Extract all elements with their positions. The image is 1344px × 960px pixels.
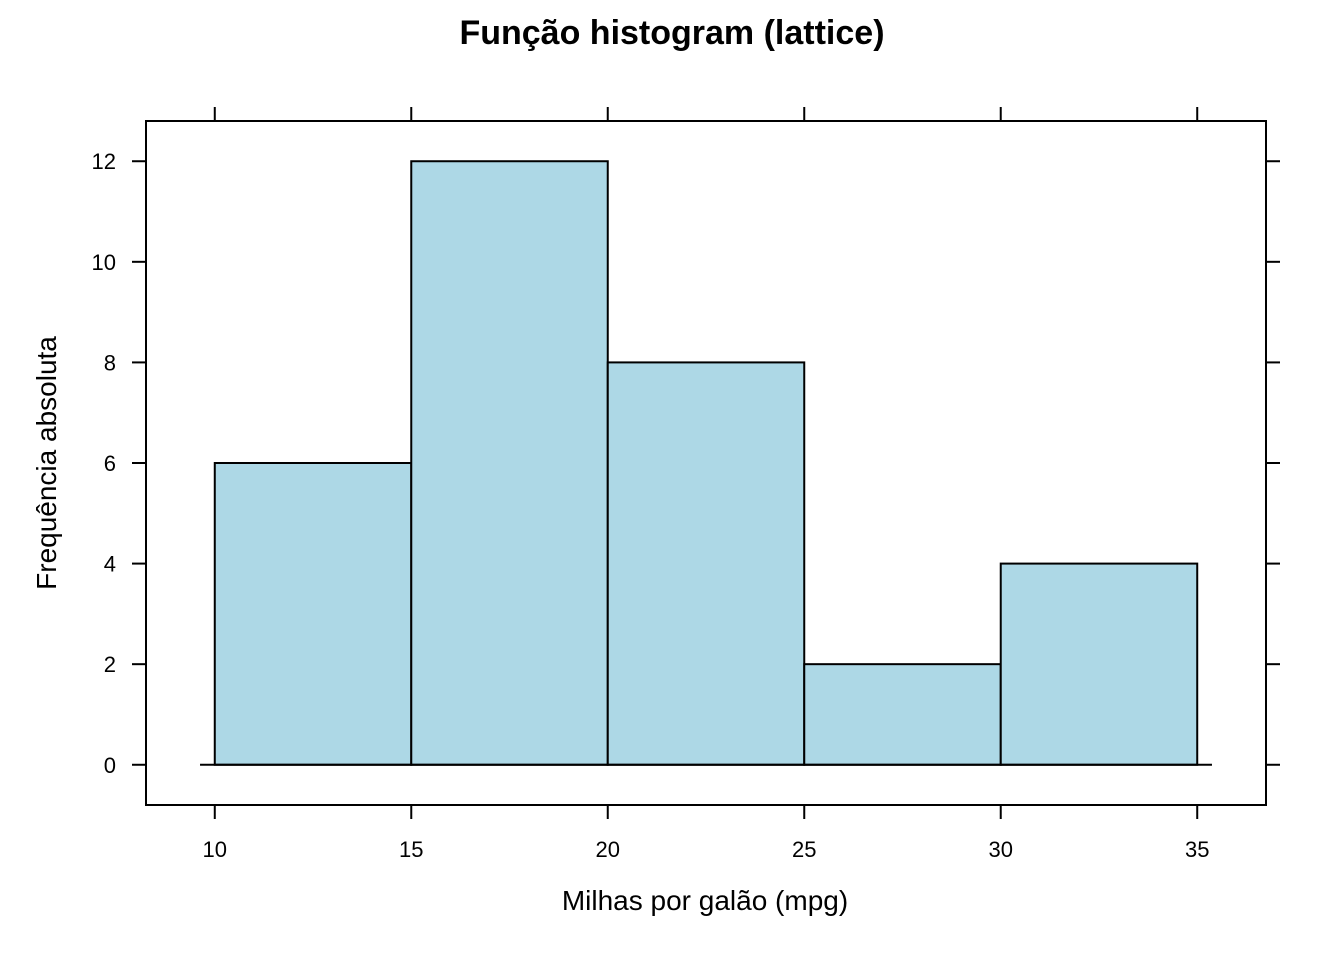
y-tick-label: 8 [104,350,116,375]
histogram-bar-5 [999,562,1199,766]
x-tick-label: 30 [988,837,1012,862]
y-tick-label: 2 [104,652,116,677]
x-tick-label: 20 [596,837,620,862]
x-tick-label: 25 [792,837,816,862]
x-tick-label: 10 [203,837,227,862]
x-tick-label: 15 [399,837,423,862]
chart-title: Função histogram (lattice) [459,14,884,52]
y-axis-label: Frequência absoluta [31,336,62,590]
histogram-bar-1 [213,462,413,766]
histogram-bar-2 [410,160,609,766]
x-tick-label: 35 [1185,837,1209,862]
y-tick-label: 0 [104,753,116,778]
y-tick-label: 10 [92,250,116,275]
y-tick-label: 6 [104,451,116,476]
bars-group [213,160,1199,766]
y-tick-label: 12 [92,149,116,174]
x-axis-label: Milhas por galão (mpg) [562,885,848,916]
histogram-bar-4 [803,663,1002,766]
x-axis-ticks: 10 15 20 25 30 35 [203,107,1209,862]
y-axis-ticks: 0 2 4 6 8 10 12 [92,149,1280,778]
y-tick-label: 4 [104,552,116,577]
histogram-bar-3 [606,361,806,766]
